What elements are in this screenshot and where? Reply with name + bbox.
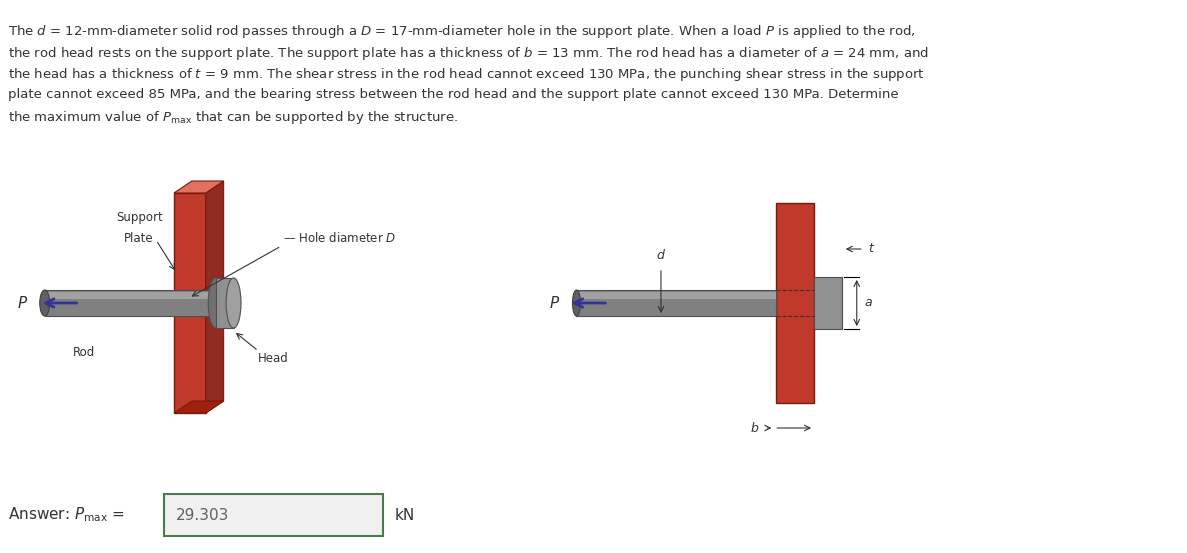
Text: Answer: $P_{\mathrm{max}}$ =: Answer: $P_{\mathrm{max}}$ = xyxy=(8,505,125,524)
Polygon shape xyxy=(174,193,205,413)
Text: 29.303: 29.303 xyxy=(176,508,229,523)
Polygon shape xyxy=(205,181,223,413)
Polygon shape xyxy=(45,290,234,316)
Bar xyxy=(577,292,776,299)
Text: — Hole diameter $D$: — Hole diameter $D$ xyxy=(284,231,396,245)
Bar xyxy=(814,277,842,329)
Text: plate cannot exceed 85 MPa, and the bearing stress between the rod head and the : plate cannot exceed 85 MPa, and the bear… xyxy=(8,87,899,101)
Text: The $d$ = 12-mm-diameter solid rod passes through a $D$ = 17-mm-diameter hole in: The $d$ = 12-mm-diameter solid rod passe… xyxy=(8,23,915,40)
Text: the rod head rests on the support plate. The support plate has a thickness of $b: the rod head rests on the support plate.… xyxy=(8,44,929,61)
Text: $t$: $t$ xyxy=(868,243,875,255)
Text: $d$: $d$ xyxy=(656,248,666,262)
Polygon shape xyxy=(45,292,234,299)
Text: $P$: $P$ xyxy=(18,295,28,311)
Polygon shape xyxy=(216,278,234,328)
Text: Rod: Rod xyxy=(74,347,96,359)
FancyBboxPatch shape xyxy=(164,494,382,536)
Polygon shape xyxy=(174,401,223,413)
Text: $a$: $a$ xyxy=(864,296,874,310)
Polygon shape xyxy=(174,181,223,193)
Ellipse shape xyxy=(208,278,223,328)
Text: Plate: Plate xyxy=(125,232,154,244)
Text: $P$: $P$ xyxy=(550,295,560,311)
Text: the head has a thickness of $t$ = 9 mm. The shear stress in the rod head cannot : the head has a thickness of $t$ = 9 mm. … xyxy=(8,66,925,83)
Text: Support: Support xyxy=(116,211,163,225)
Ellipse shape xyxy=(572,290,580,316)
Text: kN: kN xyxy=(394,508,414,523)
Bar xyxy=(577,290,776,316)
Ellipse shape xyxy=(39,290,50,316)
Text: Head: Head xyxy=(258,352,288,364)
Text: $b$: $b$ xyxy=(750,421,758,435)
Text: the maximum value of $P_{\mathrm{max}}$ that can be supported by the structure.: the maximum value of $P_{\mathrm{max}}$ … xyxy=(8,109,458,126)
Ellipse shape xyxy=(226,278,241,328)
Bar xyxy=(776,203,814,403)
